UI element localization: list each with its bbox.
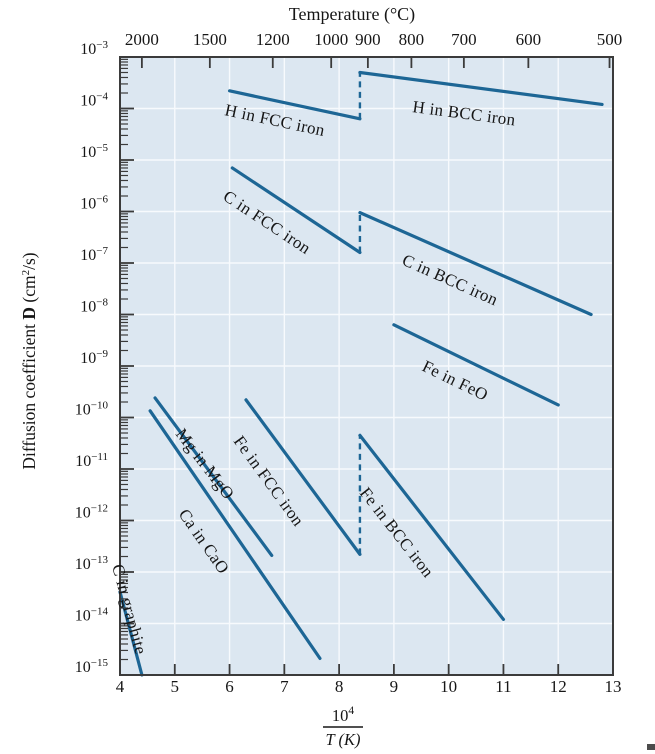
x-axis-tick-label: 12	[550, 677, 567, 696]
y-axis-tick-label: 10−3	[80, 39, 108, 58]
series-line-c-in-bcc-iron	[358, 211, 593, 317]
x-axis-tick-label: 13	[605, 677, 622, 696]
x-axis-tick-label: 9	[390, 677, 399, 696]
top-axis-tick-label: 1000	[314, 30, 348, 49]
top-axis-tick-label: 500	[597, 30, 623, 49]
x-axis-tick-label: 5	[171, 677, 180, 696]
x-axis-tick-label: 6	[225, 677, 234, 696]
series-line-fe-in-bcc-iron	[358, 433, 506, 622]
scan-artifact	[647, 744, 655, 750]
y-axis-tick-label: 10−12	[75, 503, 108, 522]
series-line-ca-in-cao	[148, 409, 322, 661]
top-axis-tick-label: 2000	[125, 30, 159, 49]
series-line-mg-in-mgo	[153, 396, 274, 558]
top-axis-tick-label: 700	[451, 30, 477, 49]
y-axis-tick-label: 10−13	[75, 554, 109, 573]
y-axis-tick-label: 10−11	[75, 451, 108, 470]
y-axis-tick-label: 10−14	[75, 606, 109, 625]
x-axis-label-denominator: T (K)	[326, 730, 361, 749]
top-axis-tick-label: 1500	[193, 30, 227, 49]
y-axis-title: Diffusion coefficient D (cm2/s)	[19, 252, 39, 469]
top-axis-tick-label: 800	[399, 30, 425, 49]
y-axis-tick-label: 10−4	[80, 91, 108, 110]
series-line-fe-in-feo	[392, 323, 560, 407]
x-axis-label-numerator: 104	[332, 705, 355, 725]
y-axis-tick-label: 10−6	[80, 194, 108, 213]
series-line-c-in-fcc-iron	[230, 166, 362, 255]
y-axis-tick-label: 10−9	[80, 348, 108, 367]
x-axis-tick-label: 8	[335, 677, 344, 696]
x-axis-tick-label: 4	[116, 677, 125, 696]
series-line-fe-in-fcc-iron	[244, 398, 362, 556]
top-axis-title: Temperature (°C)	[289, 4, 415, 25]
series-line-h-in-bcc-iron	[358, 70, 604, 107]
series-line-c-in-graphite	[118, 590, 144, 677]
top-axis-tick-label: 900	[355, 30, 381, 49]
series-line-h-in-fcc-iron	[227, 89, 362, 121]
y-axis-tick-label: 10−8	[80, 297, 108, 316]
y-axis-tick-label: 10−15	[75, 657, 109, 676]
top-axis-tick-label: 1200	[256, 30, 290, 49]
x-axis-tick-label: 10	[440, 677, 457, 696]
plot-frame	[119, 56, 614, 676]
y-axis-tick-label: 10−7	[80, 245, 108, 264]
series-lines	[118, 70, 604, 677]
axis-tick-labels: 2000 1500 1200 1000 900 800 700 600 500 4 5 6 7 8 9 10 1…	[75, 30, 622, 696]
top-axis-tick-label: 600	[516, 30, 542, 49]
x-axis-tick-label: 11	[495, 677, 511, 696]
y-axis-tick-label: 10−10	[75, 400, 109, 419]
x-axis-tick-label: 7	[280, 677, 289, 696]
gridlines	[120, 57, 613, 675]
y-axis-tick-label: 10−5	[80, 142, 108, 161]
axis-ticks	[121, 56, 611, 676]
